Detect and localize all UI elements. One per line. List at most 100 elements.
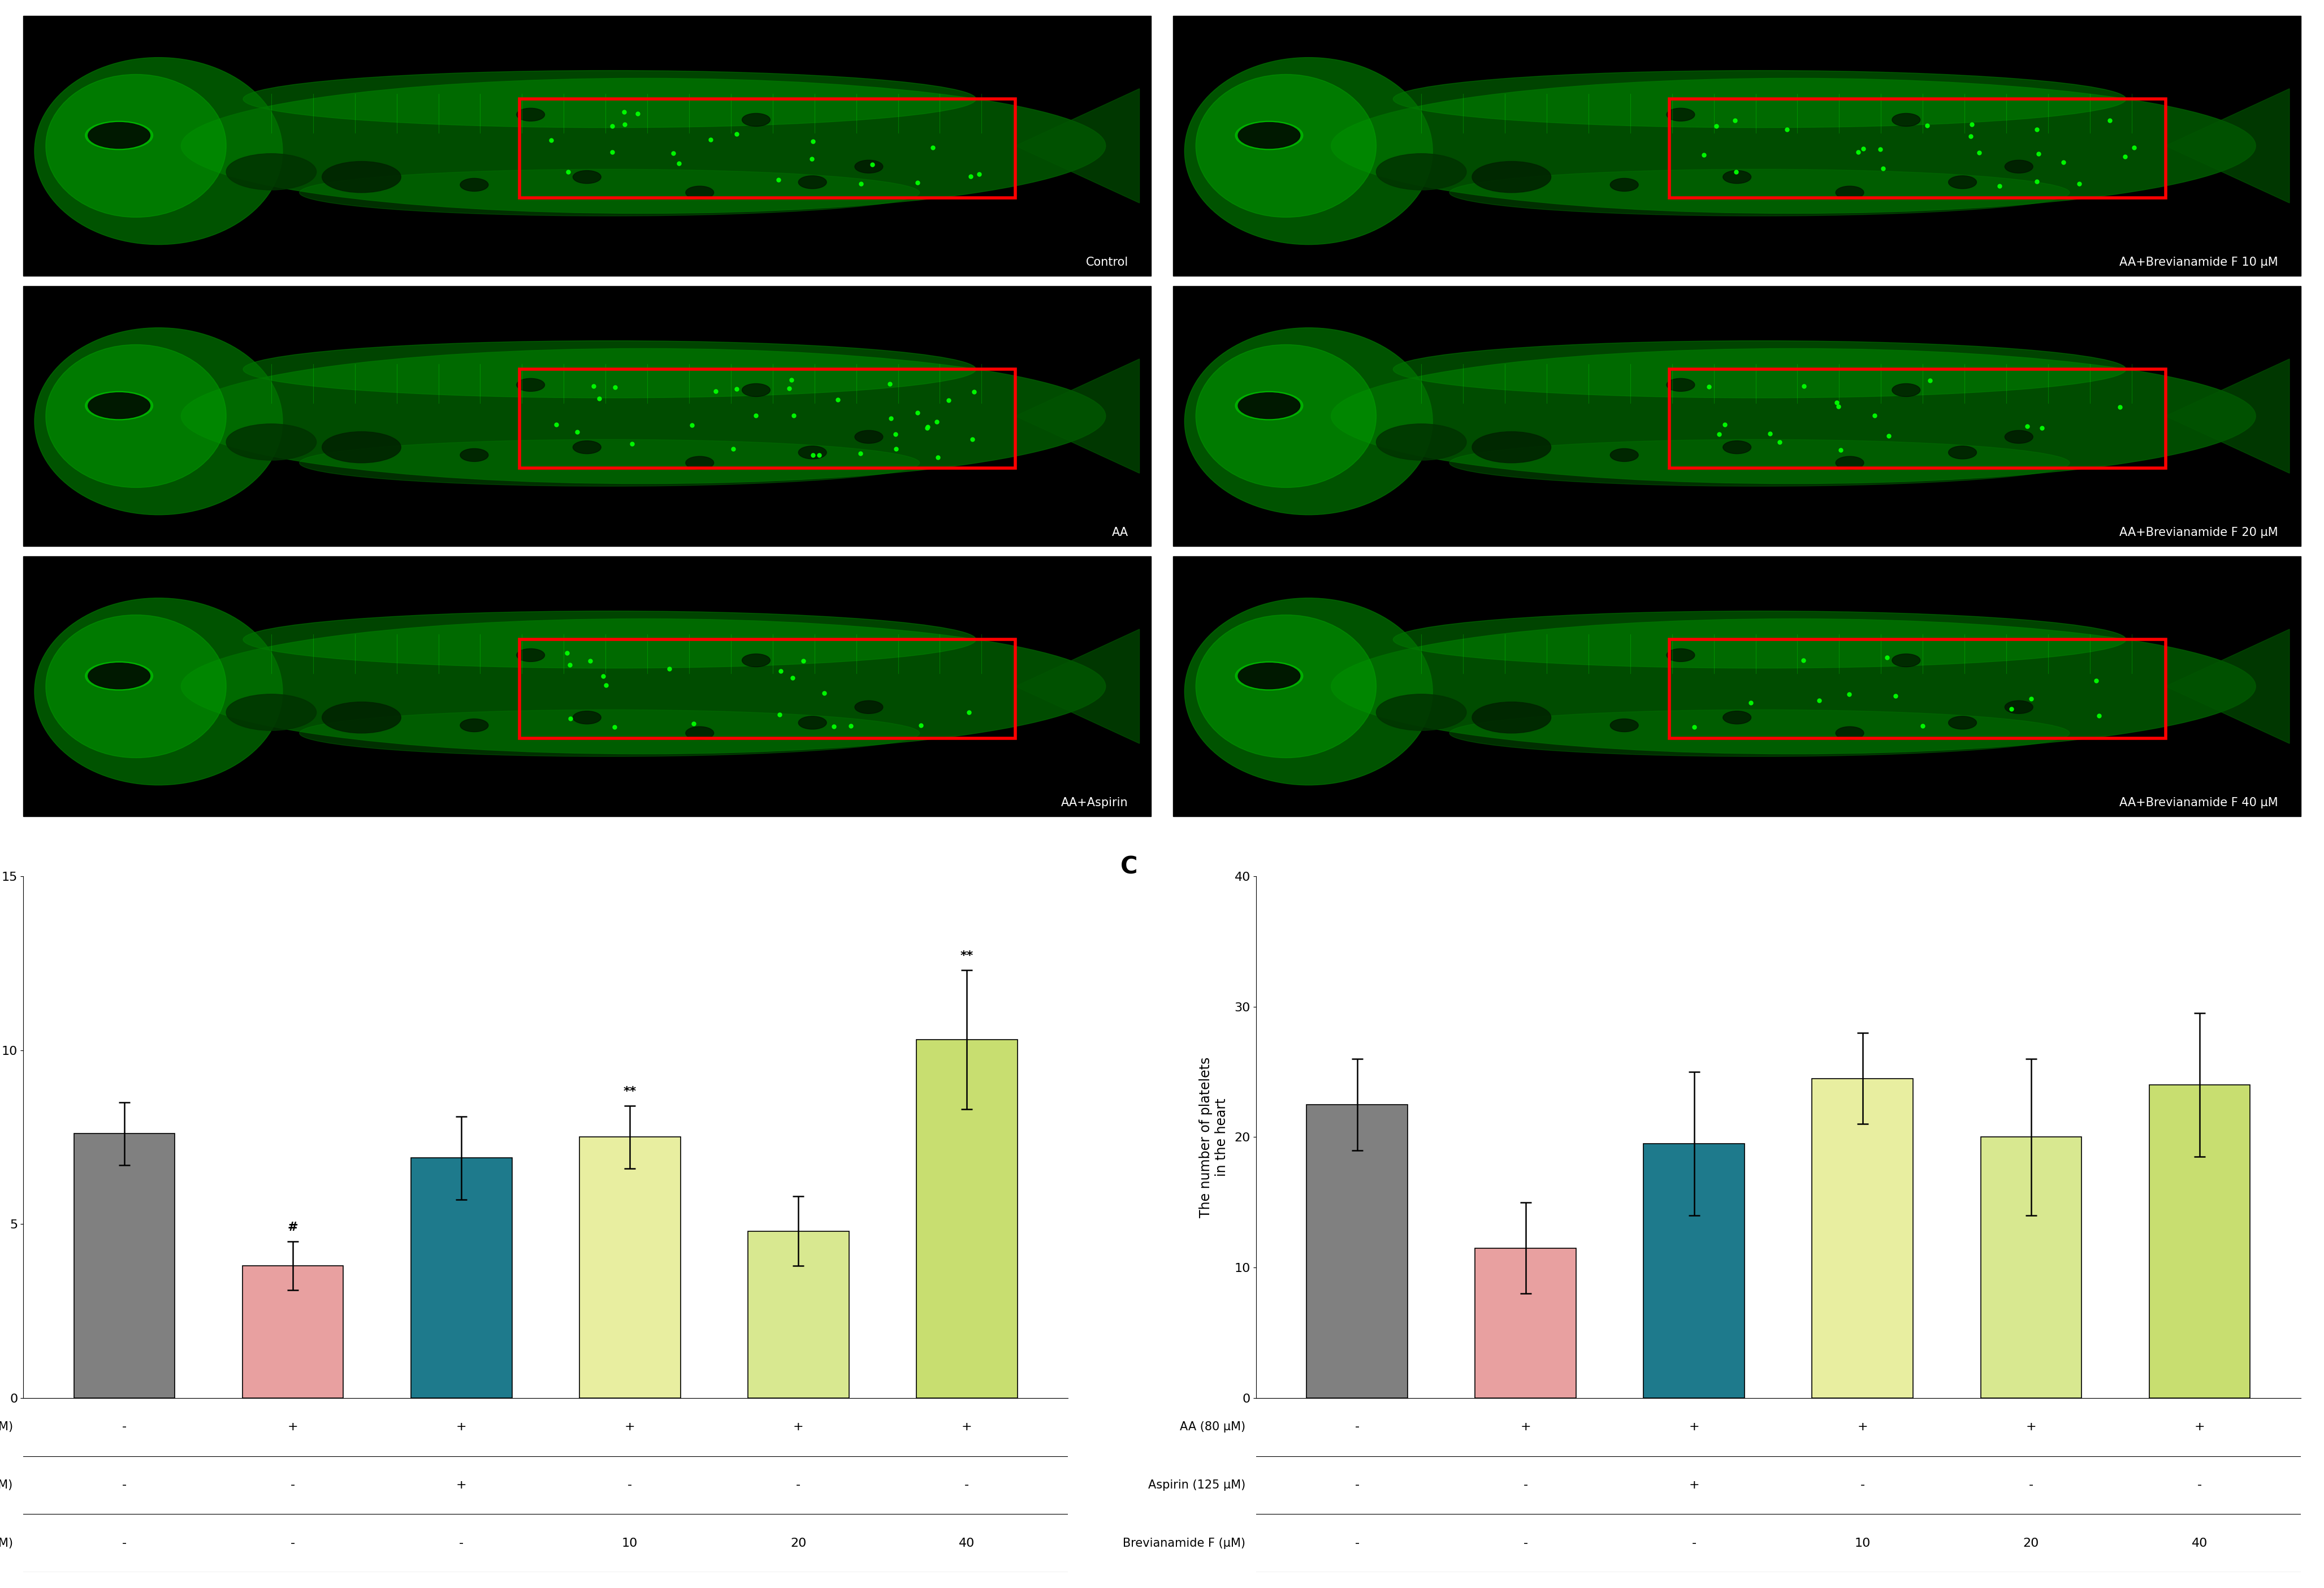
Ellipse shape [1197,345,1376,488]
Ellipse shape [1836,186,1864,198]
Point [799,443,837,468]
Point [913,135,951,160]
Point [902,713,939,738]
Ellipse shape [323,702,402,734]
Ellipse shape [1722,441,1750,454]
Point [876,421,913,446]
Bar [1813,1078,1913,1397]
Point [806,680,844,705]
Ellipse shape [46,615,225,757]
Text: +: + [792,1421,804,1432]
Point [1697,113,1734,138]
Ellipse shape [1376,154,1466,191]
Point [774,403,811,429]
Ellipse shape [1948,716,1978,729]
Point [853,152,890,178]
Ellipse shape [574,441,602,454]
Point [772,376,809,402]
Point [593,140,630,165]
Text: -: - [1692,1537,1697,1548]
Ellipse shape [300,170,920,216]
Point [607,111,644,137]
Text: -: - [1355,1421,1360,1432]
Point [2008,413,2045,438]
Text: +: + [2194,1421,2205,1432]
Point [1685,143,1722,168]
Ellipse shape [244,611,976,669]
Text: -: - [290,1480,295,1491]
Point [1706,413,1743,438]
Point [586,664,623,689]
Text: Aspirin (125 μM): Aspirin (125 μM) [0,1480,14,1491]
Ellipse shape [1376,424,1466,461]
Point [909,414,946,440]
Point [651,656,688,681]
Point [655,140,693,165]
Point [951,700,988,726]
Ellipse shape [2006,700,2033,713]
Ellipse shape [855,430,883,443]
Point [693,127,730,152]
Ellipse shape [300,440,920,486]
Text: +: + [962,1421,971,1432]
Ellipse shape [460,719,488,732]
Point [920,445,957,470]
Ellipse shape [181,348,1106,484]
Ellipse shape [1471,702,1550,734]
Ellipse shape [1450,170,2071,216]
Text: -: - [1355,1537,1360,1548]
Point [792,146,830,172]
Ellipse shape [741,384,769,397]
Polygon shape [2166,629,2289,743]
Ellipse shape [35,57,284,245]
Text: #: # [288,1221,297,1232]
Text: AA+Aspirin: AA+Aspirin [1062,797,1127,808]
Point [878,437,916,462]
Ellipse shape [460,448,488,462]
Ellipse shape [88,662,151,689]
Ellipse shape [741,654,769,667]
Point [674,413,711,438]
Point [1717,159,1755,184]
Ellipse shape [1611,178,1638,191]
Ellipse shape [244,70,976,127]
Text: Control: Control [1085,257,1127,268]
Point [2106,145,2143,170]
Point [593,113,630,138]
Bar [579,1137,681,1397]
Text: Brevianamide F (μM): Brevianamide F (μM) [1122,1537,1246,1548]
Point [1862,137,1899,162]
Ellipse shape [1376,694,1466,730]
Point [762,659,799,684]
Ellipse shape [855,160,883,173]
Ellipse shape [1239,392,1299,419]
Ellipse shape [574,170,602,184]
Ellipse shape [1392,611,2126,669]
Ellipse shape [686,727,713,740]
Point [772,367,809,392]
Ellipse shape [88,392,151,419]
Point [1992,697,2029,723]
Text: -: - [1859,1480,1864,1491]
Text: -: - [1522,1537,1527,1548]
Point [2024,416,2061,441]
Ellipse shape [323,162,402,192]
Ellipse shape [1185,57,1432,245]
Text: 20: 20 [2024,1537,2038,1548]
Text: 20: 20 [790,1537,806,1548]
Point [1952,124,1989,149]
Point [1908,113,1945,138]
Point [1752,421,1789,446]
Ellipse shape [1722,170,1750,184]
Text: AA+Brevianamide F 10 μM: AA+Brevianamide F 10 μM [2119,257,2278,268]
Point [618,100,655,125]
Bar [518,370,1016,468]
Ellipse shape [35,327,284,515]
Bar [916,1040,1018,1397]
Point [795,443,832,468]
Ellipse shape [1392,341,2126,399]
Polygon shape [1016,629,1139,743]
Point [2061,172,2099,197]
Point [595,715,632,740]
Point [1878,683,1915,708]
